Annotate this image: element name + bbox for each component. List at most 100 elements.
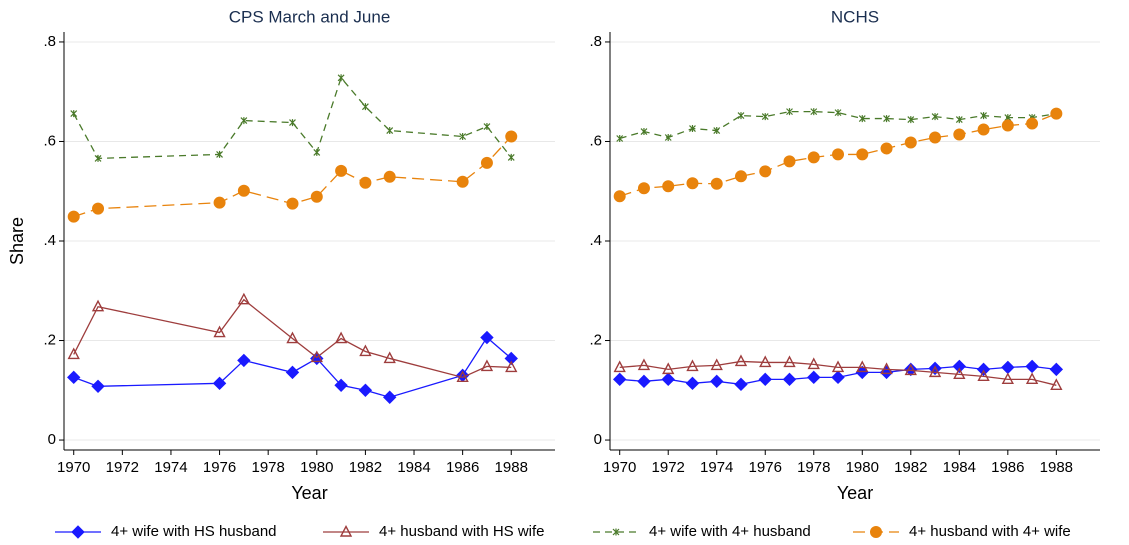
x-tick-label: 1988 bbox=[1040, 459, 1073, 476]
marker bbox=[953, 367, 966, 380]
y-tick-label: .8 bbox=[589, 33, 602, 50]
marker bbox=[1001, 360, 1015, 375]
marker bbox=[664, 133, 672, 141]
marker bbox=[504, 351, 518, 366]
y-tick-label: 0 bbox=[594, 431, 602, 448]
marker bbox=[1049, 362, 1064, 377]
marker bbox=[240, 117, 248, 125]
marker bbox=[856, 148, 869, 161]
marker bbox=[758, 372, 772, 387]
legend-label: 4+ wife with 4+ husband bbox=[649, 523, 811, 540]
marker bbox=[456, 370, 469, 383]
series-line bbox=[73, 76, 512, 160]
marker bbox=[686, 177, 699, 190]
marker bbox=[480, 359, 494, 372]
marker bbox=[807, 370, 821, 385]
marker bbox=[216, 150, 223, 158]
marker bbox=[70, 110, 78, 118]
marker bbox=[980, 112, 987, 120]
y-tick-label: .8 bbox=[43, 33, 56, 50]
chart-title: CPS March and June bbox=[229, 7, 391, 26]
marker bbox=[904, 363, 917, 376]
marker bbox=[904, 136, 917, 149]
x-tick-label: 1978 bbox=[797, 459, 830, 476]
marker bbox=[289, 119, 296, 127]
x-tick-label: 1976 bbox=[749, 459, 782, 476]
marker bbox=[613, 360, 626, 373]
x-tick-label: 1986 bbox=[991, 459, 1024, 476]
x-tick-label: 1974 bbox=[154, 459, 187, 476]
marker bbox=[456, 175, 469, 188]
x-tick-label: 1980 bbox=[846, 459, 879, 476]
marker bbox=[91, 379, 105, 394]
series-line bbox=[619, 360, 1057, 386]
marker bbox=[483, 123, 491, 131]
marker bbox=[953, 128, 966, 141]
marker bbox=[480, 330, 494, 345]
marker bbox=[786, 108, 793, 116]
marker bbox=[505, 360, 518, 373]
marker bbox=[459, 133, 467, 140]
marker bbox=[831, 370, 845, 385]
x-tick-label: 1974 bbox=[700, 459, 733, 476]
marker bbox=[759, 165, 772, 178]
marker bbox=[783, 155, 796, 168]
marker bbox=[67, 347, 80, 360]
marker bbox=[237, 353, 251, 368]
y-axis-label: Share bbox=[7, 217, 27, 265]
marker bbox=[737, 112, 745, 120]
marker bbox=[710, 358, 723, 371]
marker bbox=[337, 74, 345, 82]
marker bbox=[883, 115, 890, 123]
marker bbox=[685, 376, 700, 391]
marker bbox=[807, 357, 820, 370]
marker bbox=[616, 134, 624, 142]
marker bbox=[386, 127, 394, 135]
x-tick-label: 1972 bbox=[106, 459, 139, 476]
x-tick-label: 1986 bbox=[446, 459, 479, 476]
marker bbox=[761, 113, 769, 121]
legend-label: 4+ husband with 4+ wife bbox=[909, 523, 1071, 540]
marker bbox=[91, 299, 105, 312]
x-tick-label: 1980 bbox=[300, 459, 333, 476]
marker bbox=[640, 128, 648, 136]
marker bbox=[213, 325, 226, 338]
y-tick-label: .2 bbox=[43, 331, 56, 348]
marker bbox=[928, 365, 942, 378]
marker bbox=[807, 151, 820, 164]
marker bbox=[334, 331, 348, 344]
marker bbox=[310, 350, 323, 363]
marker bbox=[661, 372, 675, 387]
marker bbox=[637, 374, 651, 389]
marker bbox=[612, 372, 627, 387]
legend-marker bbox=[339, 524, 353, 537]
marker bbox=[783, 355, 796, 368]
marker bbox=[237, 292, 251, 305]
marker bbox=[880, 142, 893, 155]
x-tick-label: 1976 bbox=[203, 459, 236, 476]
marker bbox=[310, 190, 323, 203]
x-tick-label: 1972 bbox=[652, 459, 685, 476]
marker bbox=[880, 362, 893, 375]
marker bbox=[856, 360, 869, 373]
x-tick-label: 1988 bbox=[495, 459, 528, 476]
x-tick-label: 1982 bbox=[894, 459, 927, 476]
marker bbox=[361, 103, 369, 111]
marker bbox=[1001, 372, 1014, 385]
y-tick-label: .6 bbox=[589, 132, 602, 149]
y-tick-label: .6 bbox=[43, 132, 56, 149]
marker bbox=[662, 180, 675, 193]
marker bbox=[1025, 372, 1039, 385]
marker bbox=[286, 331, 299, 344]
marker bbox=[759, 355, 772, 368]
marker bbox=[952, 359, 967, 374]
marker bbox=[904, 362, 918, 377]
marker bbox=[1026, 117, 1039, 130]
marker bbox=[359, 344, 372, 357]
x-tick-label: 1984 bbox=[943, 459, 976, 476]
marker bbox=[713, 127, 721, 135]
marker bbox=[710, 177, 723, 190]
marker bbox=[977, 123, 990, 136]
marker bbox=[285, 365, 300, 380]
